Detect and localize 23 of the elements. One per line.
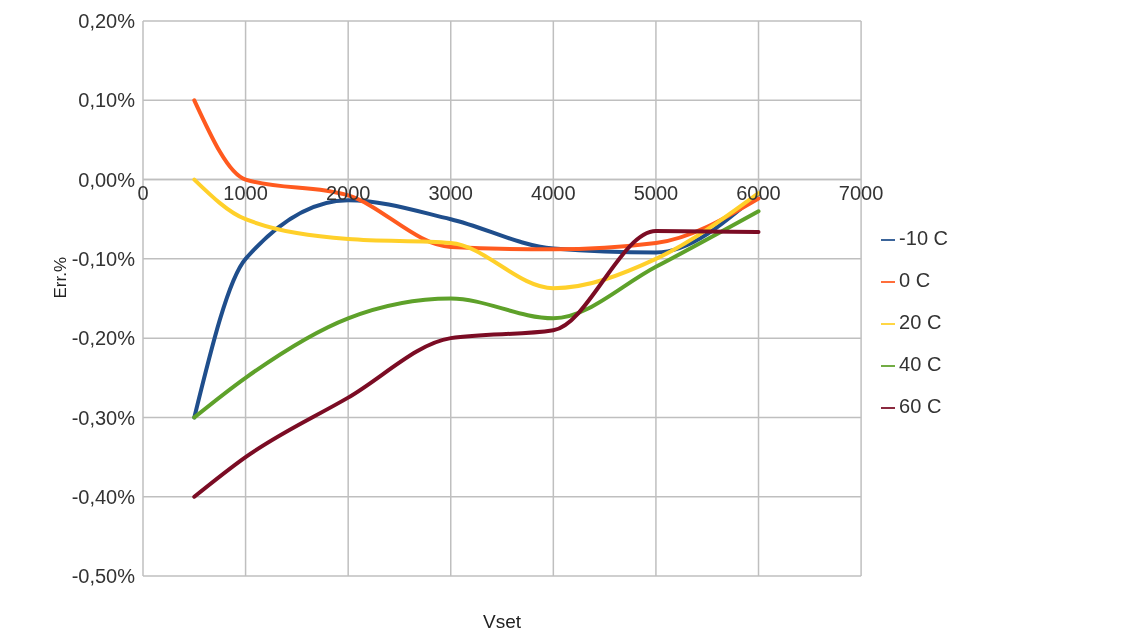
x-tick-label: 5000: [633, 181, 679, 204]
y-tick-label: -0,10%: [71, 247, 136, 270]
x-axis-title: Vset: [483, 611, 522, 632]
y-tick-label: -0,30%: [71, 406, 136, 429]
legend-label: -10 C: [899, 227, 948, 249]
x-tick-label: 1000: [223, 181, 268, 204]
legend-label: 20 C: [899, 311, 942, 333]
x-tick-label: 0: [137, 181, 149, 204]
y-tick-label: 0,10%: [78, 89, 136, 112]
legend-label: 0 C: [899, 269, 931, 291]
y-axis-title: Err.%: [51, 256, 71, 299]
y-tick-label: -0,50%: [71, 565, 136, 588]
y-tick-label: 0,20%: [78, 10, 136, 33]
y-tick-label: -0,20%: [71, 327, 136, 350]
x-tick-label: 4000: [531, 181, 576, 204]
legend-label: 60 C: [899, 395, 942, 417]
y-tick-label: 0,00%: [78, 168, 136, 191]
x-tick-label: 3000: [428, 181, 473, 204]
x-tick-label: 6000: [736, 181, 781, 204]
x-tick-label: 7000: [838, 181, 884, 204]
legend-label: 40 C: [899, 353, 942, 375]
y-tick-label: -0,40%: [71, 485, 136, 508]
line-series: [192, 229, 761, 499]
